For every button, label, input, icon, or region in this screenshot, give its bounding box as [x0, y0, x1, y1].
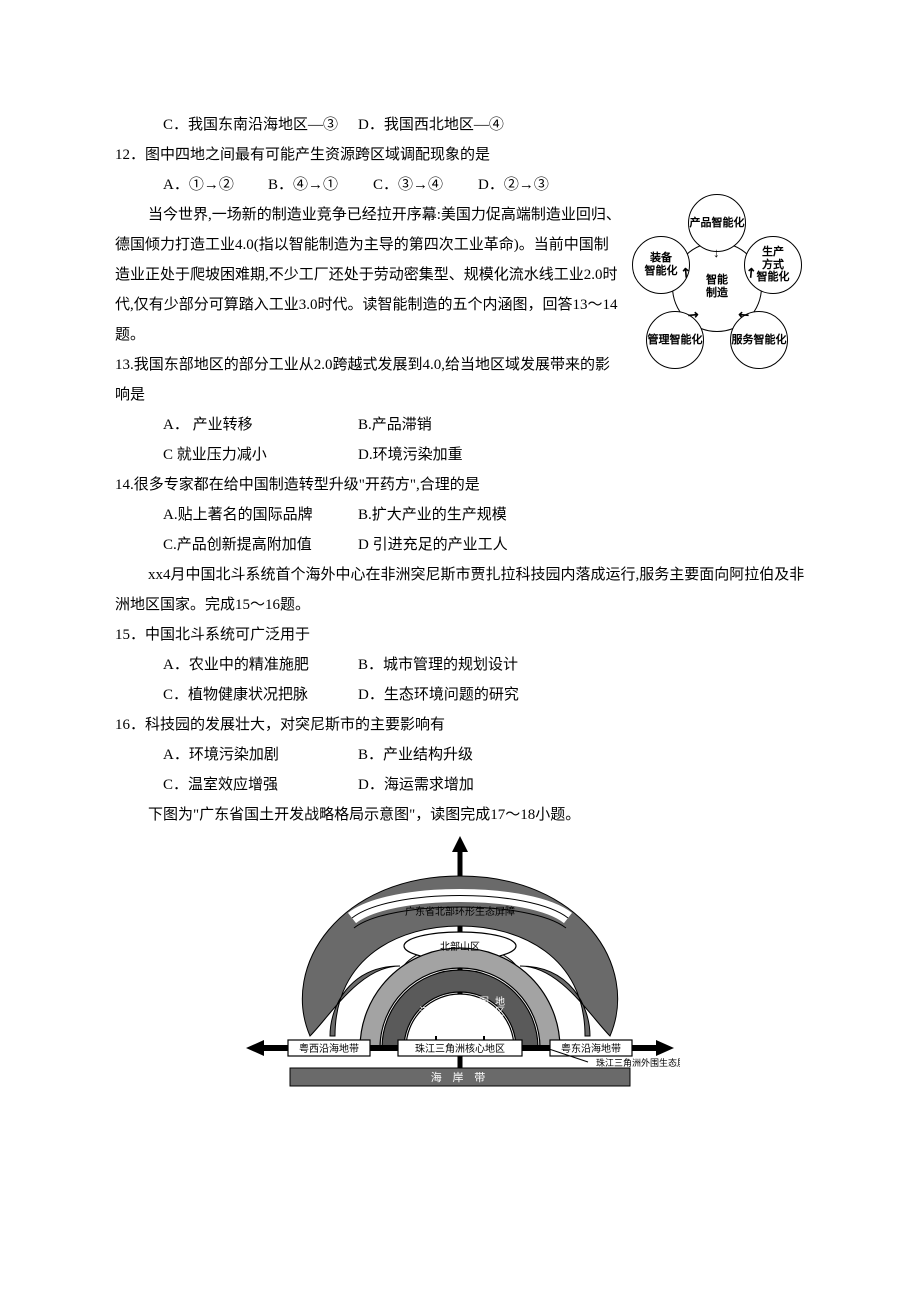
q16-opt-d: D．海运需求增加 [358, 770, 474, 800]
q15-opt-c: C．植物健康状况把脉 [163, 680, 358, 710]
q16-options-ab: A．环境污染加剧 B．产业结构升级 [115, 740, 805, 770]
q15-opt-d: D．生态环境问题的研究 [358, 680, 519, 710]
flower-petal-top: 产品智能化 [688, 194, 746, 252]
label-outer-eco: 珠江三角洲外围生态屏障 [596, 1057, 680, 1068]
q12-opt-c: C．③→④ [373, 170, 478, 200]
label-outer-arc: 广东省北部环形生态屏障 [405, 905, 515, 918]
q14-opt-c: C.产品创新提高附加值 [163, 530, 358, 560]
q13-options-cd: C 就业压力减小 D.环境污染加重 [115, 440, 805, 470]
q14-options-ab: A.贴上著名的国际品牌 B.扩大产业的生产规模 [115, 500, 805, 530]
label-inner-mid: 三角 [449, 996, 461, 1017]
label-inner-left: 江珠 [417, 1006, 429, 1027]
q14-stem: 14.很多专家都在给中国制造转型升级"开药方",合理的是 [115, 470, 805, 500]
q12-stem: 12．图中四地之间最有可能产生资源跨区域调配现象的是 [115, 140, 805, 170]
smart-manufacturing-diagram: 智能 制造 产品智能化 装备 智能化 生产 方式 智能化 管理智能化 服务智能化… [630, 196, 805, 376]
q16-opt-b: B．产业结构升级 [358, 740, 473, 770]
q15-opt-b: B．城市管理的规划设计 [358, 650, 518, 680]
q15-stem: 15．中国北斗系统可广泛用于 [115, 620, 805, 650]
q13-opt-d: D.环境污染加重 [358, 440, 463, 470]
passage-guangdong: 下图为"广东省国土开发战略格局示意图"，读图完成17～18小题。 [115, 800, 805, 830]
label-inner-r1: 围 [477, 996, 489, 1007]
passage-beidou: xx4月中国北斗系统首个海外中心在非洲突尼斯市贾扎拉科技园内落成运行,服务主要面… [115, 560, 805, 620]
q16-opt-c: C．温室效应增强 [163, 770, 358, 800]
q12-opt-b: B．④→① [268, 170, 373, 200]
q15-opt-a: A．农业中的精准施肥 [163, 650, 358, 680]
q14-opt-a: A.贴上著名的国际品牌 [163, 500, 358, 530]
q11-opt-c: C．我国东南沿海地区—③ [163, 110, 358, 140]
q13-opt-c: C 就业压力减小 [163, 440, 358, 470]
label-left-belt: 粤西沿海地带 [299, 1042, 359, 1055]
q16-opt-a: A．环境污染加剧 [163, 740, 358, 770]
label-inner-r2: 地区 [493, 995, 505, 1016]
arrow-icon: ↓ [713, 246, 720, 259]
q14-opt-d: D 引进充足的产业工人 [358, 530, 508, 560]
q14-opt-b: B.扩大产业的生产规模 [358, 500, 507, 530]
q15-options-ab: A．农业中的精准施肥 B．城市管理的规划设计 [115, 650, 805, 680]
q12-opt-a: A．①→② [163, 170, 268, 200]
q11-opt-d: D．我国西北地区—④ [358, 110, 504, 140]
guangdong-map-svg: 广东省北部环形生态屏障 北部山区 江珠 三角 围 地区 珠江三角洲核心地区 粤西… [240, 836, 680, 1096]
q16-options-cd: C．温室效应增强 D．海运需求增加 [115, 770, 805, 800]
q16-stem: 16．科技园的发展壮大，对突尼斯市的主要影响有 [115, 710, 805, 740]
q15-options-cd: C．植物健康状况把脉 D．生态环境问题的研究 [115, 680, 805, 710]
flower-petal-br: 服务智能化 [730, 311, 788, 369]
label-core: 珠江三角洲核心地区 [415, 1042, 505, 1055]
label-mountain: 北部山区 [440, 940, 480, 953]
label-coast: 海 岸 带 [431, 1070, 490, 1084]
q13-opt-a: A． 产业转移 [163, 410, 358, 440]
q13-options-ab: A． 产业转移 B.产品滞销 [115, 410, 805, 440]
q11-options-cd: C．我国东南沿海地区—③ D．我国西北地区—④ [115, 110, 805, 140]
q13-opt-b: B.产品滞销 [358, 410, 432, 440]
q12-opt-d: D．②→③ [478, 170, 583, 200]
q14-options-cd: C.产品创新提高附加值 D 引进充足的产业工人 [115, 530, 805, 560]
label-right-belt: 粤东沿海地带 [561, 1042, 621, 1055]
guangdong-map-figure: 广东省北部环形生态屏障 北部山区 江珠 三角 围 地区 珠江三角洲核心地区 粤西… [240, 836, 680, 1107]
